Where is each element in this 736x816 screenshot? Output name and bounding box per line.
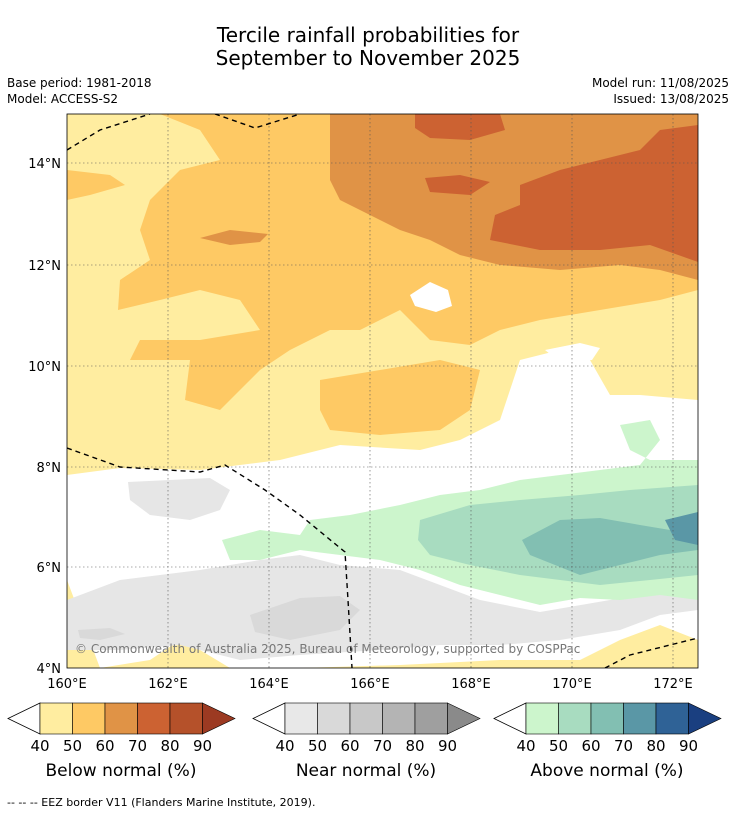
below-50-patch [320,360,480,435]
meta-right: Model run: 11/08/2025 Issued: 13/08/2025 [592,75,729,107]
model-run: Model run: 11/08/2025 [591,76,729,90]
near-50-patch [250,596,360,640]
colorbar-tick: 80 [646,737,665,755]
lat-label: 12°N [28,259,61,274]
lat-label: 6°N [37,561,62,576]
white-gap-north [410,282,452,312]
colorbar-segment [104,702,138,735]
colorbar-tick: 50 [549,737,568,755]
colorbar-tick: 70 [128,737,147,755]
below-40-south [67,580,698,668]
colorbars: 40 50 60 70 80 90 40 50 60 70 80 90 40 50 60 70 80 90 [7,702,722,755]
lat-labels: 14°N 12°N 10°N 8°N 6°N 4°N [28,157,61,677]
eez-legend-note: -- -- -- EEZ border V11 (Flanders Marine… [7,796,316,809]
eez-borders [67,114,698,668]
title-line-1: Tercile rainfall probabilities for [216,23,520,47]
below-50-west [67,170,125,200]
colorbar-segment [590,702,624,735]
near-50-west [78,628,125,640]
colorbar-segment [655,702,689,735]
colorbar-extend-low [7,702,41,735]
lon-label: 166°E [350,677,390,692]
colorbar-extend-low [252,702,286,735]
lon-labels: 160°E 162°E 164°E 166°E 168°E 170°E 172°… [47,677,693,692]
colorbar-segment [525,702,559,735]
colorbar-segment [169,702,203,735]
colorbar-tick: 90 [679,737,698,755]
colorbar-tick: 70 [614,737,633,755]
lat-label: 4°N [37,662,62,677]
colorbar-tick: 40 [516,737,535,755]
white-gap-east [545,343,600,362]
lon-label: 162°E [148,677,188,692]
colorbar-segment [284,702,318,735]
colorbar-tick: 90 [193,737,212,755]
colorbar-tick: 40 [30,737,49,755]
colorbar-segment [317,702,351,735]
colorbar-extend-high [202,702,236,735]
colorbar-extend-high [688,702,722,735]
title-line-2: September to November 2025 [215,46,521,70]
meta-left: Base period: 1981-2018 Model: ACCESS-S2 [7,75,152,107]
colorbar-extend-high [447,702,481,735]
near-40-west [128,478,230,520]
colorbar-segment [623,702,657,735]
colorbar-segment [349,702,383,735]
lon-label: 168°E [451,677,491,692]
above-70-patch [665,512,698,545]
lat-label: 8°N [37,461,62,476]
lon-label: 164°E [249,677,289,692]
lon-label: 172°E [653,677,693,692]
model-name: Model: ACCESS-S2 [7,92,119,106]
copyright-text: © Commonwealth of Australia 2025, Bureau… [75,642,580,656]
colorbar-segment [137,702,171,735]
colorbar-tick: 40 [275,737,294,755]
lon-label: 170°E [552,677,592,692]
lat-label: 10°N [28,360,61,375]
below-60-patch [200,230,268,245]
lon-label: 160°E [47,677,87,692]
colorbar-tick: 70 [373,737,392,755]
colorbar-segment [39,702,73,735]
colorbar-tick: 60 [340,737,359,755]
base-period: Base period: 1981-2018 [7,76,152,90]
colorbar-tick: 80 [405,737,424,755]
map-canvas: © Commonwealth of Australia 2025, Bureau… [67,114,698,668]
colorbar-tick: 50 [308,737,327,755]
issued-date: Issued: 13/08/2025 [613,92,729,106]
colorbar-tick: 50 [63,737,82,755]
colorbar-tick: 60 [95,737,114,755]
colorbar-segment [558,702,592,735]
colorbar-label-near: Near normal (%) [295,761,437,781]
lat-label: 14°N [28,157,61,172]
colorbar-tick: 60 [581,737,600,755]
below-70-region [415,114,698,262]
colorbar-extend-low [493,702,527,735]
colorbar-segment [72,702,106,735]
colorbar-tick: 90 [438,737,457,755]
colorbar-label-below: Below normal (%) [45,761,197,781]
colorbar-segment [414,702,448,735]
colorbar-segment [382,702,416,735]
grid-lines [67,114,698,668]
near-40-region [67,555,698,660]
above-60-region [522,518,698,575]
map-frame [66,113,699,669]
colorbar-label-above: Above normal (%) [530,761,684,781]
colorbar-tick: 80 [160,737,179,755]
